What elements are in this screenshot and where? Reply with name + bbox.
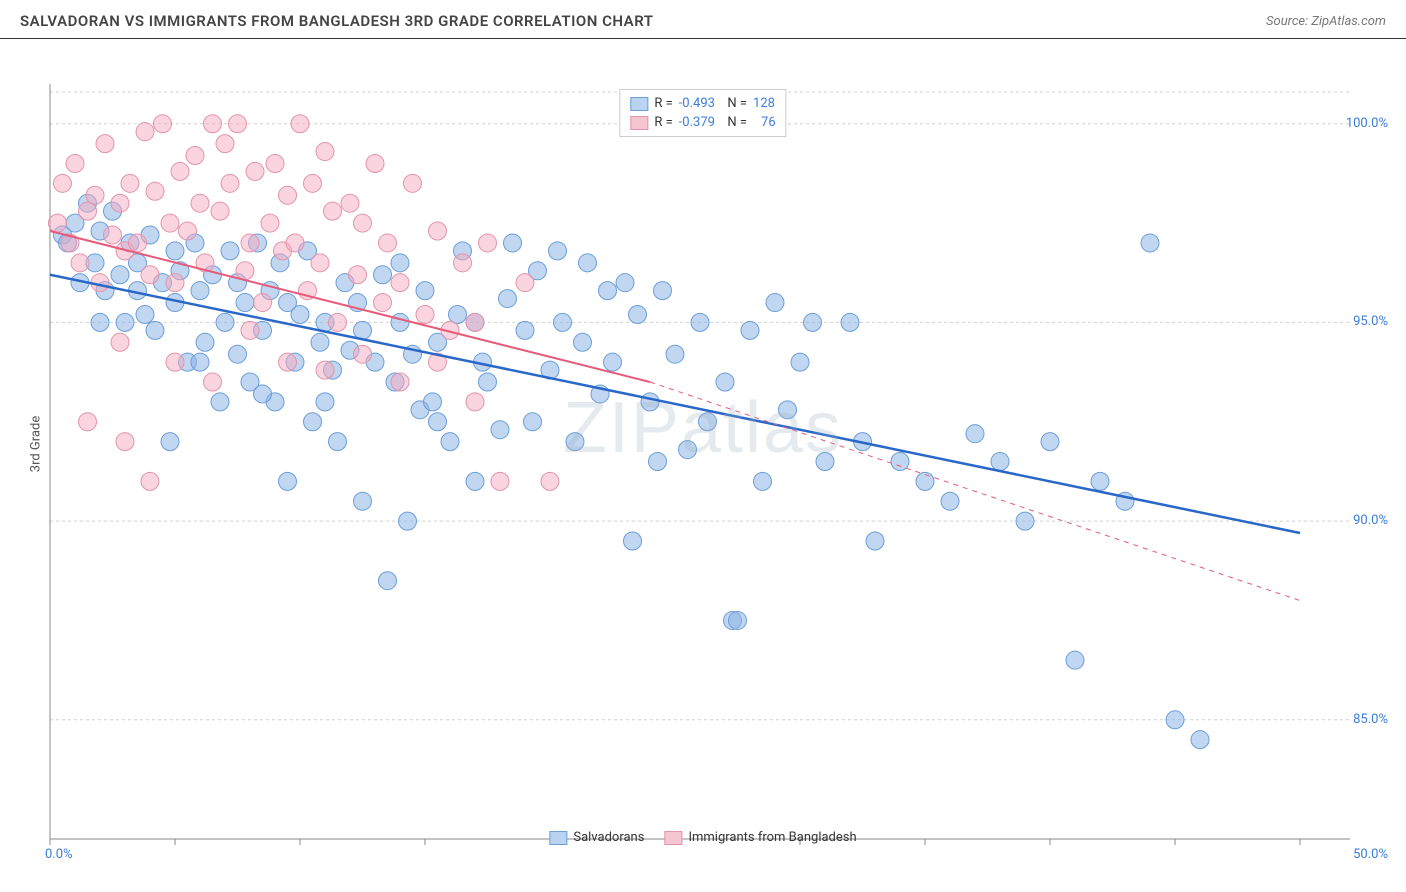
legend-label-salvadorans: Salvadorans	[573, 830, 644, 845]
y-tick-label: 95.0%	[1353, 314, 1388, 329]
chart-title: SALVADORAN VS IMMIGRANTS FROM BANGLADESH…	[20, 12, 653, 30]
x-tick-label: 0.0%	[45, 847, 73, 862]
legend-swatch-salvadorans	[549, 831, 567, 845]
stats-legend: R = -0.493 N = 128 R = -0.379 N = 76	[619, 89, 786, 137]
bottom-legend: Salvadorans Immigrants from Bangladesh	[549, 830, 856, 845]
swatch-salvadorans	[630, 97, 648, 111]
y-axis-label: 3rd Grade	[29, 416, 44, 472]
x-tick-label: 50.0%	[1353, 847, 1388, 862]
y-tick-label: 100.0%	[1346, 116, 1388, 131]
swatch-bangladesh	[630, 116, 648, 130]
stats-row-1: R = -0.493 N = 128	[630, 94, 775, 113]
stats-row-2: R = -0.379 N = 76	[630, 113, 775, 132]
chart-container: 3rd Grade ZIPatlas R = -0.493 N = 128 R …	[0, 39, 1406, 849]
y-tick-label: 90.0%	[1353, 513, 1388, 528]
legend-swatch-bangladesh	[664, 831, 682, 845]
legend-item-bangladesh: Immigrants from Bangladesh	[664, 830, 856, 845]
legend-label-bangladesh: Immigrants from Bangladesh	[688, 830, 856, 845]
chart-header: SALVADORAN VS IMMIGRANTS FROM BANGLADESH…	[0, 0, 1406, 39]
chart-source: Source: ZipAtlas.com	[1266, 14, 1386, 29]
scatter-chart	[0, 39, 1406, 849]
y-tick-label: 85.0%	[1353, 712, 1388, 727]
legend-item-salvadorans: Salvadorans	[549, 830, 644, 845]
